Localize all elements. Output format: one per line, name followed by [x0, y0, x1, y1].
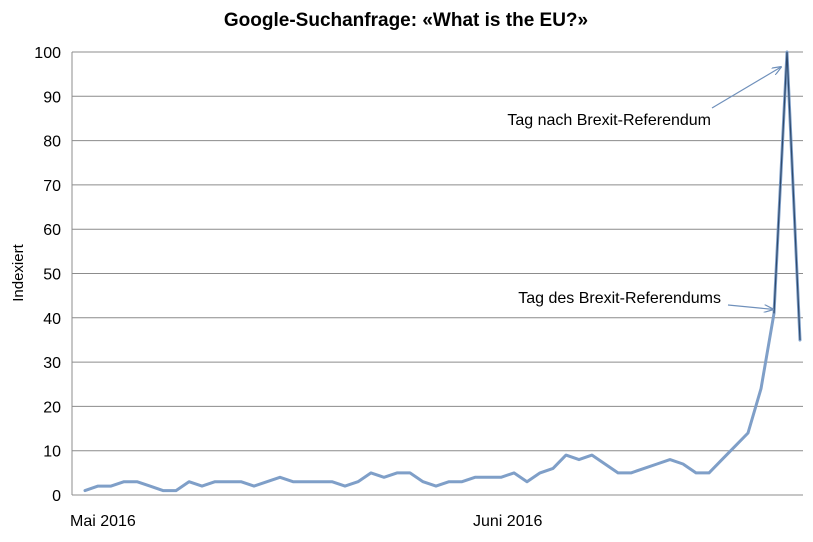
annotation-label: Tag des Brexit-Referendums: [518, 290, 721, 307]
data-point: [266, 480, 269, 483]
gridlines: [71, 51, 803, 496]
peak-outline: [773, 51, 801, 341]
data-point: [474, 476, 477, 479]
data-point: [110, 485, 113, 488]
data-point: [422, 480, 425, 483]
data-point: [786, 51, 789, 54]
data-point: [578, 458, 581, 461]
data-point: [162, 489, 165, 492]
data-point: [344, 485, 347, 488]
data-point: [435, 485, 438, 488]
data-point: [188, 480, 191, 483]
y-tick-label: 30: [43, 355, 61, 372]
data-point: [695, 471, 698, 474]
chart-title: Google-Suchanfrage: «What is the EU?»: [224, 10, 588, 31]
data-point: [539, 471, 542, 474]
y-tick-label: 60: [43, 222, 61, 239]
data-point: [461, 480, 464, 483]
y-tick-label: 0: [52, 488, 61, 505]
data-point: [630, 471, 633, 474]
y-axis-label: Indexiert: [10, 243, 27, 301]
data-point: [552, 467, 555, 470]
data-point: [331, 480, 334, 483]
y-axis-ticks: 0 10 20 30 40 50 60 70 80 90 100: [34, 45, 61, 505]
data-point: [84, 489, 87, 492]
data-point: [279, 476, 282, 479]
data-point: [396, 471, 399, 474]
data-point: [370, 471, 373, 474]
y-tick-label: 90: [43, 89, 61, 106]
data-point: [175, 489, 178, 492]
data-point: [708, 471, 711, 474]
data-point: [669, 458, 672, 461]
x-tick-label: Mai 2016: [70, 513, 136, 530]
data-point: [513, 471, 516, 474]
x-tick-label: Juni 2016: [473, 513, 542, 530]
data-point: [253, 485, 256, 488]
data-point: [448, 480, 451, 483]
data-point: [136, 480, 139, 483]
y-tick-label: 100: [34, 45, 61, 62]
annotation-arrow: [727, 304, 773, 309]
data-point: [149, 485, 152, 488]
data-point: [357, 480, 360, 483]
data-point: [123, 480, 126, 483]
data-point: [734, 445, 737, 448]
data-point: [500, 476, 503, 479]
y-tick-label: 10: [43, 444, 61, 461]
data-point: [292, 480, 295, 483]
data-point: [383, 476, 386, 479]
data-point: [682, 462, 685, 465]
data-point: [318, 480, 321, 483]
data-point: [721, 458, 724, 461]
annotations: Tag nach Brexit-Referendum Tag des Brexit…: [507, 67, 781, 309]
series-line: [83, 50, 802, 493]
data-point: [240, 480, 243, 483]
data-point: [747, 431, 750, 434]
data-point: [773, 312, 776, 315]
y-tick-label: 50: [43, 267, 61, 284]
data-point: [409, 471, 412, 474]
data-point: [760, 387, 763, 390]
data-point: [487, 476, 490, 479]
annotation-arrow: [711, 67, 781, 109]
annotation-label: Tag nach Brexit-Referendum: [507, 112, 711, 129]
data-point: [656, 462, 659, 465]
data-point: [643, 467, 646, 470]
y-tick-label: 70: [43, 178, 61, 195]
y-tick-label: 40: [43, 311, 61, 328]
data-point: [227, 480, 230, 483]
data-point: [214, 480, 217, 483]
data-point: [604, 462, 607, 465]
data-point: [617, 471, 620, 474]
y-tick-label: 20: [43, 399, 61, 416]
data-point: [565, 454, 568, 457]
data-point: [201, 485, 204, 488]
data-point: [591, 454, 594, 457]
series-layer: [83, 50, 802, 493]
data-point: [526, 480, 529, 483]
x-axis-ticks: Mai 2016 Juni 2016: [70, 513, 542, 530]
y-tick-label: 80: [43, 134, 61, 151]
data-point: [799, 338, 802, 341]
data-point: [305, 480, 308, 483]
data-point: [97, 485, 100, 488]
